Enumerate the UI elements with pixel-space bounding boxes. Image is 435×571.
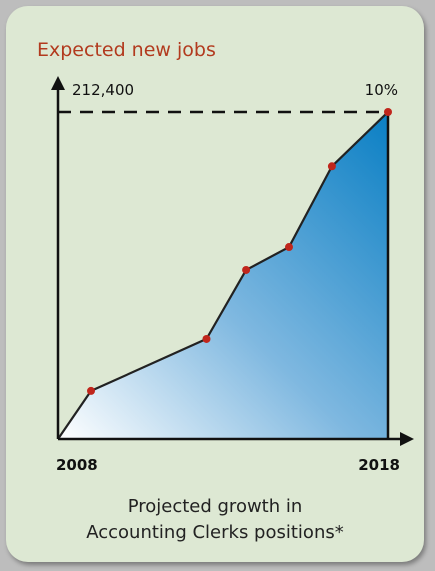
x-start-label: 2008: [56, 456, 98, 474]
area-chart: 212,400 10% 2008 2018: [51, 76, 414, 474]
end-value-label: 10%: [365, 81, 398, 99]
y-axis-arrow-icon: [51, 76, 65, 90]
data-point: [87, 386, 95, 395]
data-points: [87, 108, 392, 395]
data-point: [384, 108, 392, 116]
chart-card: Expected new jobs 212,400 10% 2008 2018 …: [6, 6, 424, 562]
x-end-label: 2018: [358, 456, 400, 474]
data-point: [242, 265, 251, 274]
caption-line-2: Accounting Clerks positions*: [86, 522, 344, 543]
data-point: [327, 162, 336, 171]
x-axis-arrow-icon: [400, 432, 414, 446]
data-point: [202, 334, 211, 343]
chart-title: Expected new jobs: [37, 39, 216, 61]
y-top-label: 212,400: [72, 81, 134, 99]
caption-line-1: Projected growth in: [127, 496, 303, 517]
data-point: [285, 243, 293, 252]
area-fill: [58, 112, 388, 439]
